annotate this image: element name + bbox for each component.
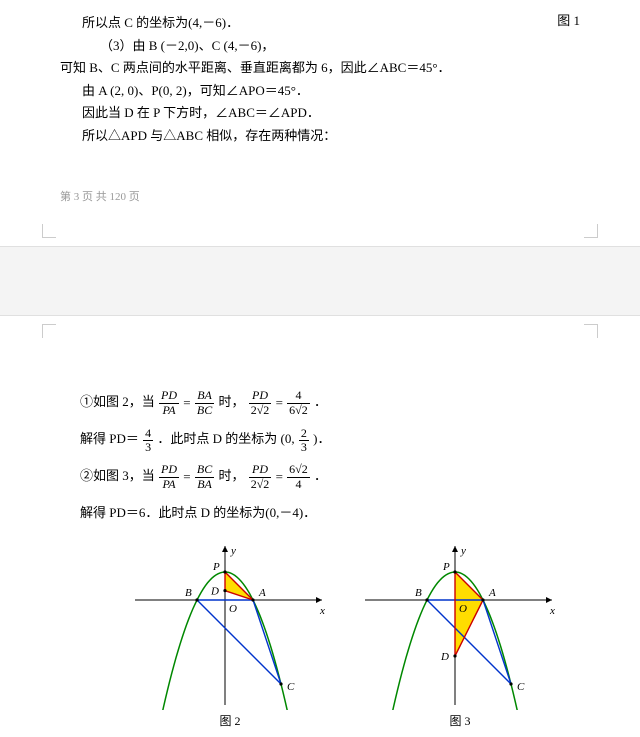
- svg-text:y: y: [230, 545, 236, 557]
- text: (0,: [281, 431, 295, 446]
- page-gap: [0, 246, 640, 316]
- page-number: 第 3 页 共 120 页: [0, 148, 640, 212]
- text-line: 因此当 D 在 P 下方时，∠ABC＝∠APD．: [60, 103, 640, 123]
- svg-text:C: C: [287, 681, 295, 693]
- text-line: （3）由 B (－2,0)、C (4,－6)，: [60, 36, 640, 56]
- fraction: BA BC: [195, 389, 214, 416]
- svg-text:P: P: [212, 561, 220, 573]
- svg-text:y: y: [460, 545, 466, 557]
- solve-1-line: 解得 PD＝ 4 3 ．此时点 D 的坐标为 (0, 2 3 )．: [80, 425, 640, 454]
- case-1-line: ①如图 2，当 PD PA = BA BC 时， PD 2√2 = 4 6√2 …: [80, 388, 640, 417]
- text-line: 可知 B、C 两点间的水平距离、垂直距离都为 6，因此∠ABC＝45°．: [60, 58, 640, 78]
- fraction: 6√2 4: [287, 463, 310, 490]
- figure-2-chart: y x O P A B C D: [130, 540, 330, 710]
- text: ②如图 3，当: [80, 468, 155, 483]
- fraction: PD PA: [159, 463, 179, 490]
- svg-text:A: A: [258, 587, 266, 599]
- top-text-block: 所以点 C 的坐标为(4,－6)． （3）由 B (－2,0)、C (4,－6)…: [0, 0, 640, 145]
- svg-text:x: x: [549, 605, 555, 617]
- svg-text:O: O: [229, 603, 237, 615]
- svg-text:C: C: [517, 681, 525, 693]
- fraction: 4 3: [143, 427, 153, 454]
- svg-text:A: A: [488, 587, 496, 599]
- figure-3-label: 图 3: [360, 712, 560, 729]
- figure-1-label: 图 1: [557, 10, 580, 29]
- svg-text:D: D: [440, 651, 449, 663]
- crop-marks-top: [0, 320, 640, 350]
- figures-row: y x O P A B C D 图 2 y x O P A B C D 图 3: [80, 536, 640, 729]
- fraction: 2 3: [299, 427, 309, 454]
- svg-text:B: B: [185, 587, 192, 599]
- fraction: PD PA: [159, 389, 179, 416]
- case-2-line: ②如图 3，当 PD PA = BC BA 时， PD 2√2 = 6√2 4 …: [80, 462, 640, 491]
- text-line: 所以点 C 的坐标为(4,－6)．: [60, 13, 640, 33]
- equals: =: [183, 463, 190, 492]
- text: 时，: [218, 468, 244, 483]
- fraction: PD 2√2: [249, 463, 272, 490]
- equals: =: [276, 463, 283, 492]
- equals: =: [183, 389, 190, 418]
- fraction: 4 6√2: [287, 389, 310, 416]
- figure-2-label: 图 2: [130, 712, 330, 729]
- text: 时，: [218, 394, 244, 409]
- svg-text:B: B: [415, 587, 422, 599]
- text: )．: [313, 431, 330, 446]
- text: ．: [314, 394, 327, 409]
- svg-text:P: P: [442, 561, 450, 573]
- text: ．: [314, 468, 327, 483]
- svg-text:x: x: [319, 605, 325, 617]
- text-line: 由 A (2, 0)、P(0, 2)，可知∠APO＝45°．: [60, 81, 640, 101]
- bottom-text-block: ①如图 2，当 PD PA = BA BC 时， PD 2√2 = 4 6√2 …: [0, 350, 640, 737]
- text: 解得 PD＝: [80, 431, 139, 446]
- text: ．此时点 D 的坐标为: [157, 431, 277, 446]
- equals: =: [276, 389, 283, 418]
- crop-marks-bottom: [0, 212, 640, 242]
- figure-3-chart: y x O P A B C D: [360, 540, 560, 710]
- text-line: 所以△APD 与△ABC 相似，存在两种情况：: [60, 126, 640, 146]
- fraction: BC BA: [195, 463, 214, 490]
- solve-2-line: 解得 PD＝6．此时点 D 的坐标为(0,－4)．: [80, 499, 640, 528]
- fraction: PD 2√2: [249, 389, 272, 416]
- svg-text:O: O: [459, 603, 467, 615]
- svg-text:D: D: [210, 586, 219, 598]
- text: ①如图 2，当: [80, 394, 155, 409]
